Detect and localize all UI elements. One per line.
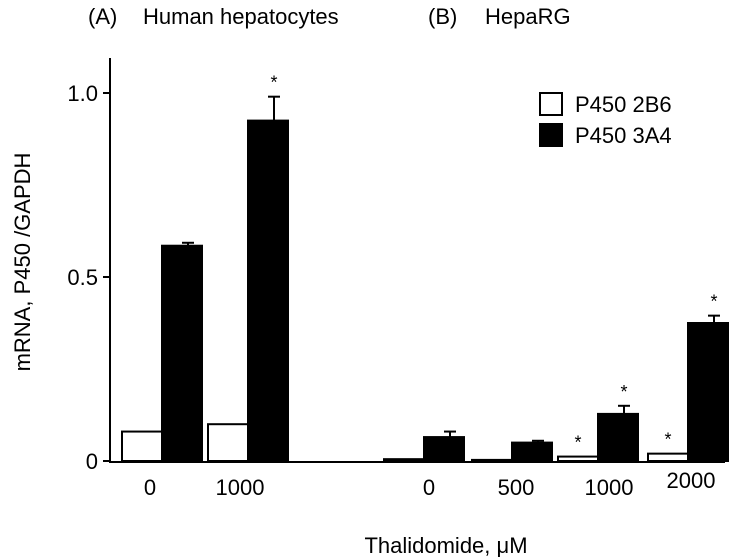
x-tick-label: 0: [144, 475, 156, 500]
legend-swatch-3a4: [539, 123, 563, 147]
legend-swatch-2b6: [539, 92, 563, 116]
bar-3a4: [511, 441, 553, 463]
significance-marker: *: [710, 292, 717, 312]
bar-2b6: [647, 452, 689, 463]
legend-label-2b6: P450 2B6: [575, 92, 672, 117]
x-tick-label: 1000: [216, 475, 265, 500]
y-tick-label: 0: [86, 449, 98, 474]
y-axis-title: mRNA, P450 /GAPDH: [10, 153, 35, 372]
x-tick-label: 2000: [667, 468, 716, 493]
bar-2b6: [383, 458, 425, 463]
bar-3a4: [423, 436, 465, 462]
bar-3a4: [687, 322, 729, 462]
legend-label-3a4: P450 3A4: [575, 123, 672, 148]
panel-a-title: Human hepatocytes: [143, 4, 339, 29]
bar-3a4: [161, 244, 203, 462]
x-tick-label: 500: [498, 475, 535, 500]
legend: P450 2B6 P450 3A4: [539, 92, 672, 148]
y-tick-label: 0.5: [67, 265, 98, 290]
bar-2b6: [121, 430, 163, 462]
panel-a-label: (A): [88, 4, 117, 29]
significance-marker: *: [664, 430, 671, 450]
panel-b-title: HepaRG: [485, 4, 571, 29]
panel-b-label: (B): [428, 4, 457, 29]
significance-marker: *: [574, 433, 581, 453]
x-axis-title: Thalidomide, μM: [364, 533, 527, 558]
bar-2b6: [557, 455, 599, 463]
significance-marker: *: [270, 73, 277, 93]
significance-marker: *: [620, 382, 627, 402]
bar-3a4: [597, 412, 639, 462]
x-tick-label: 1000: [585, 475, 634, 500]
bar-3a4: [247, 119, 289, 462]
y-tick-label: 1.0: [67, 81, 98, 106]
bar-2b6: [471, 458, 513, 462]
x-tick-label: 0: [423, 475, 435, 500]
bar-2b6: [207, 423, 249, 463]
